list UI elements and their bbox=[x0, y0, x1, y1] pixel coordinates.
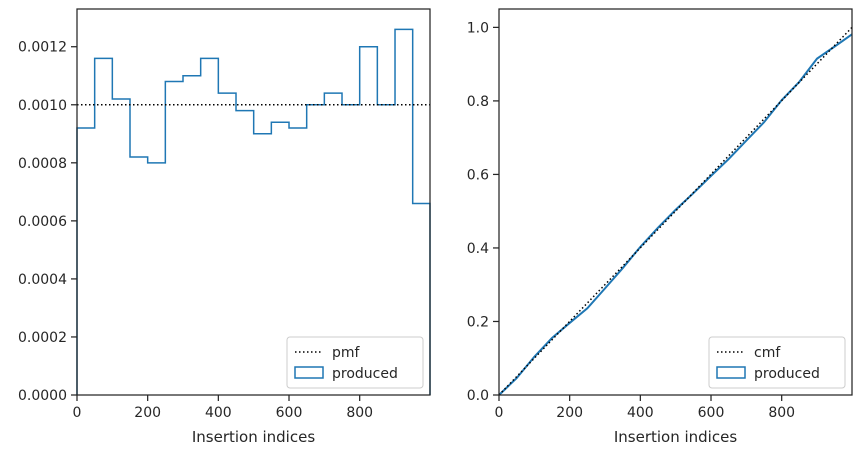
cmf-axes-frame bbox=[498, 8, 853, 396]
pmf-axes-frame bbox=[76, 8, 431, 396]
y-tick-label: 0.8 bbox=[467, 94, 489, 110]
cmf-x-axis-label: Insertion indices bbox=[614, 428, 737, 446]
produced-legend-label: produced bbox=[754, 366, 820, 382]
y-tick-label: 0.0006 bbox=[18, 214, 67, 230]
y-tick-label: 0.2 bbox=[467, 314, 489, 330]
y-tick-label: 0.0012 bbox=[18, 40, 67, 56]
cmf-legend: cmf produced bbox=[708, 336, 846, 389]
y-tick-label: 0.0000 bbox=[18, 388, 67, 404]
y-tick-label: 0.0 bbox=[467, 388, 489, 404]
x-tick-label: 600 bbox=[276, 405, 303, 421]
x-tick-label: 800 bbox=[768, 405, 795, 421]
produced-histogram-step bbox=[76, 28, 431, 395]
cmf-legend-label: cmf bbox=[754, 345, 781, 361]
pmf-panel: 0 200 400 600 800 0.0000 0.0002 0.0004 0.0006 0.0… bbox=[18, 8, 431, 446]
y-tick-label: 0.0002 bbox=[18, 330, 67, 346]
produced-legend-swatch bbox=[716, 366, 746, 379]
x-tick-label: 200 bbox=[134, 405, 161, 421]
cmf-plot-area bbox=[498, 26, 853, 396]
y-tick-label: 0.6 bbox=[467, 167, 489, 183]
produced-legend-label: produced bbox=[332, 366, 398, 382]
y-tick-label: 0.0004 bbox=[18, 272, 67, 288]
cmf-legend-box bbox=[708, 336, 846, 389]
y-tick-label: 0.0008 bbox=[18, 156, 67, 172]
pmf-legend-label: pmf bbox=[332, 345, 361, 361]
y-tick-label: 0.4 bbox=[467, 241, 489, 257]
pmf-ticks: 0 200 400 600 800 0.0000 0.0002 0.0004 0.0006 0.0… bbox=[18, 40, 373, 421]
x-tick-label: 800 bbox=[346, 405, 373, 421]
x-tick-label: 200 bbox=[556, 405, 583, 421]
x-tick-label: 0 bbox=[73, 405, 82, 421]
pmf-x-axis-label: Insertion indices bbox=[192, 428, 315, 446]
x-tick-label: 400 bbox=[627, 405, 654, 421]
y-tick-label: 1.0 bbox=[467, 20, 489, 36]
cmf-series-line bbox=[498, 26, 853, 396]
cmf-panel: 0 200 400 600 800 0.0 0.2 0.4 0.6 0.8 1.0 Insertio… bbox=[467, 8, 853, 446]
x-tick-label: 600 bbox=[698, 405, 725, 421]
y-tick-label: 0.0010 bbox=[18, 98, 67, 114]
pmf-plot-area bbox=[76, 28, 431, 395]
cmf-ticks: 0 200 400 600 800 0.0 0.2 0.4 0.6 0.8 1.0 bbox=[467, 20, 795, 421]
produced-legend-swatch bbox=[294, 366, 324, 379]
x-tick-label: 400 bbox=[205, 405, 232, 421]
x-tick-label: 0 bbox=[495, 405, 504, 421]
pmf-legend-box bbox=[286, 336, 424, 389]
pmf-legend: pmf produced bbox=[286, 336, 424, 389]
